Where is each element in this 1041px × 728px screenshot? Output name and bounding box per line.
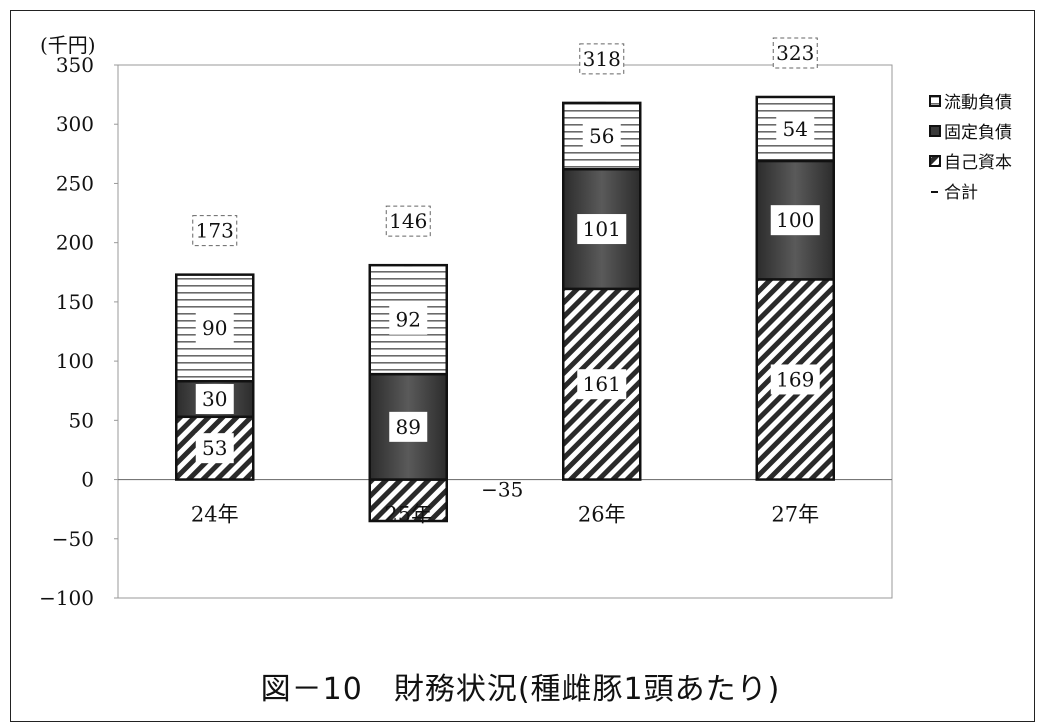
y-tick-label: −100 <box>39 586 94 610</box>
y-tick-label: 50 <box>69 408 94 432</box>
y-tick-label: 100 <box>56 349 94 373</box>
data-label: 161 <box>583 372 621 396</box>
data-label-box <box>195 433 234 464</box>
total-label-box <box>772 37 818 69</box>
y-tick-label: 200 <box>56 231 94 255</box>
legend-item-equity: 自己資本 <box>929 153 1012 173</box>
data-label-box <box>389 411 428 442</box>
data-label: 89 <box>396 415 421 439</box>
legend: 流動負債 固定負債 自己資本 合計 <box>929 93 1012 203</box>
legend-item-total: 合計 <box>931 183 978 203</box>
total-label-box <box>579 43 625 75</box>
data-label-box <box>389 304 428 335</box>
y-unit-label: (千円) <box>40 33 96 57</box>
chart-caption: 図－10 財務状況(種雌豚1頭あたり) <box>260 672 781 707</box>
data-label: 90 <box>202 316 227 340</box>
total-label-box <box>192 215 238 247</box>
legend-item-current-liabilities: 流動負債 <box>929 93 1012 113</box>
total-label: 318 <box>583 47 621 71</box>
data-label: 56 <box>589 124 614 148</box>
data-label: −35 <box>481 478 523 502</box>
data-label-box <box>770 364 820 395</box>
total-label: 146 <box>389 209 427 233</box>
x-tick-label: 26年 <box>578 503 626 527</box>
data-label-box <box>577 369 627 400</box>
data-label-box <box>577 214 627 245</box>
y-tick-label: 0 <box>81 468 94 492</box>
legend-item-fixed-liabilities: 固定負債 <box>929 123 1012 143</box>
legend-swatch-fixed-liabilities <box>929 125 941 137</box>
data-label: 30 <box>202 387 227 411</box>
legend-swatch-current-liabilities <box>929 95 941 107</box>
legend-swatch-equity <box>929 155 941 167</box>
data-label: 101 <box>583 217 621 241</box>
data-label-box <box>770 205 820 236</box>
data-label: 100 <box>776 208 814 232</box>
legend-label-total: 合計 <box>944 183 978 203</box>
y-tick-label: 300 <box>56 112 94 136</box>
data-label: 92 <box>396 308 421 332</box>
total-label-box <box>385 205 431 237</box>
data-label-box <box>195 384 234 415</box>
plot-area <box>117 64 893 599</box>
legend-label-equity: 自己資本 <box>944 153 1012 173</box>
bars <box>175 95 835 523</box>
x-tick-label: 27年 <box>771 503 819 527</box>
total-label: 173 <box>196 219 234 243</box>
data-label-box <box>195 312 234 343</box>
y-tick-label: 250 <box>56 171 94 195</box>
total-label: 323 <box>776 41 814 65</box>
data-label: 53 <box>202 436 227 460</box>
x-tick-label: 25年 <box>384 503 432 527</box>
data-labels: 53 30 90 173 −35 89 92 146 161 101 56 318 169 100 54 32… <box>192 37 820 502</box>
legend-label-fixed-liabilities: 固定負債 <box>944 123 1012 143</box>
x-axis-labels: 24年 25年 26年 27年 <box>191 503 819 527</box>
data-label: 54 <box>783 117 808 141</box>
y-tick-label: 350 <box>56 53 94 77</box>
data-label: 169 <box>776 367 814 391</box>
legend-label-current-liabilities: 流動負債 <box>944 93 1012 113</box>
data-label-box <box>582 121 621 152</box>
y-tick-label: 150 <box>56 290 94 314</box>
x-tick-label: 24年 <box>191 503 239 527</box>
y-axis-ticks: −100 −50 0 50 100 150 200 250 300 350 <box>39 53 118 610</box>
data-label-box <box>776 113 815 144</box>
y-tick-label: −50 <box>52 527 94 551</box>
